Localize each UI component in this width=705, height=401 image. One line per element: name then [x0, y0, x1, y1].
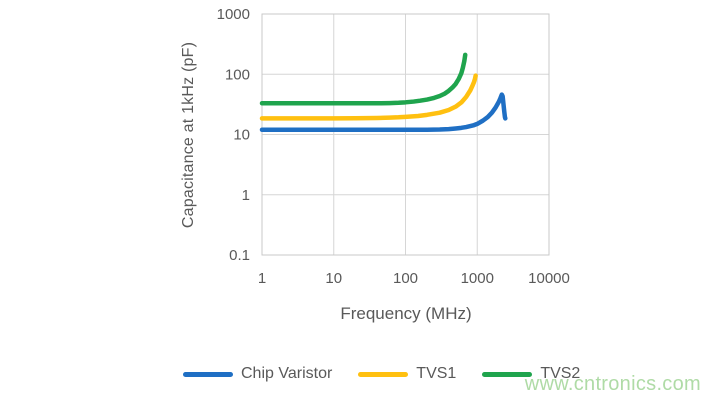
watermark-text: www.cntronics.com [524, 373, 701, 395]
x-tick-label: 10 [325, 270, 342, 287]
legend-label: TVS1 [416, 365, 457, 382]
y-tick-label: 0.1 [229, 247, 250, 264]
x-axis-title: Frequency (MHz) [340, 304, 472, 323]
legend-label: Chip Varistor [241, 365, 333, 382]
legend-label: TVS2 [540, 365, 581, 382]
x-tick-label: 1 [258, 270, 266, 287]
y-axis-title: Capacitance at 1kHz (pF) [180, 41, 197, 229]
legend-line-swatch [482, 371, 533, 377]
chart-legend: Chip Varistor TVS1 TVS2 [183, 364, 580, 384]
y-tick-label: 1 [242, 187, 250, 204]
x-tick-label: 10000 [528, 270, 570, 287]
plot-area-border [261, 13, 550, 256]
y-tick-label: 1000 [217, 6, 250, 23]
y-tick-label: 10 [233, 127, 250, 144]
series-line-chip-varistor [259, 92, 508, 132]
legend-line-swatch [183, 371, 233, 377]
series-line-tvs2 [259, 52, 468, 106]
legend-item-chip-varistor: Chip Varistor [183, 365, 332, 383]
legend-line-swatch [358, 371, 409, 377]
series-line-tvs1 [259, 73, 478, 121]
legend-item-tvs2: TVS2 [482, 365, 580, 383]
x-tick-label: 100 [393, 270, 418, 287]
y-tick-label: 100 [225, 66, 250, 83]
legend-item-tvs1: TVS1 [358, 365, 456, 383]
x-tick-label: 1000 [461, 270, 494, 287]
